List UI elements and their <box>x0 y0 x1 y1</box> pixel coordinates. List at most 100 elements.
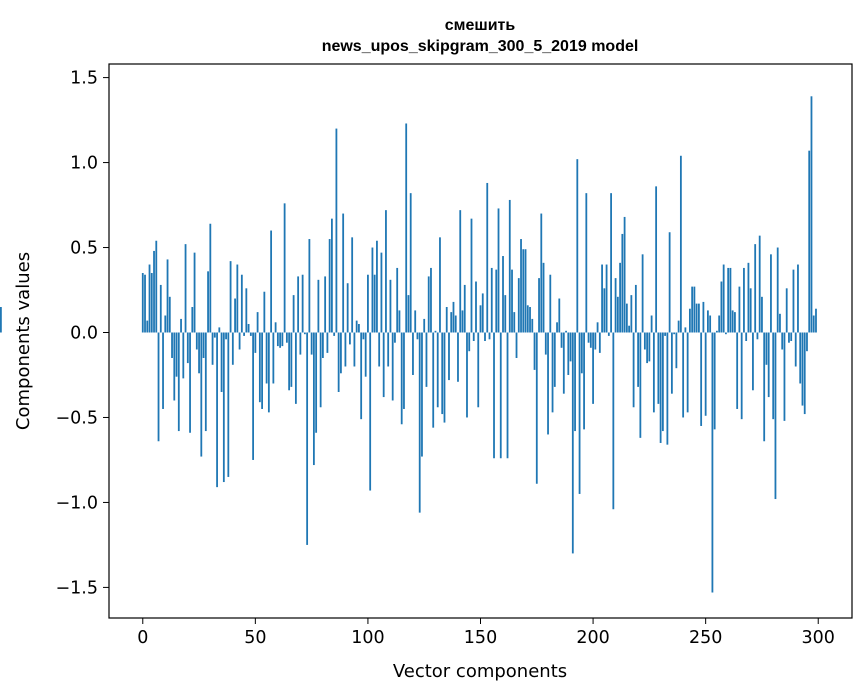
bar <box>646 332 649 364</box>
bar <box>261 332 263 409</box>
bar <box>765 332 768 365</box>
bar <box>567 332 570 375</box>
bar <box>490 267 493 333</box>
bar <box>236 264 239 333</box>
y-axis-ticks: −1.5 −1.0 −0.5 0.0 0.5 1.0 1.5 <box>56 69 109 598</box>
bar <box>441 332 444 415</box>
bar <box>540 213 543 333</box>
bar <box>290 332 293 387</box>
bar <box>749 288 752 333</box>
bar <box>281 332 284 347</box>
bar <box>337 332 340 392</box>
y-tick-label: 1.0 <box>70 154 98 174</box>
bar <box>700 332 703 426</box>
bar <box>783 332 786 421</box>
bar <box>484 332 486 341</box>
bar <box>423 318 426 333</box>
x-tick-label: 50 <box>244 628 266 648</box>
bar <box>785 288 788 333</box>
bar <box>222 332 225 483</box>
bar <box>317 279 320 333</box>
bar <box>360 332 363 420</box>
bar <box>254 332 257 353</box>
bar <box>207 271 209 333</box>
bar <box>511 269 513 333</box>
bar <box>479 305 482 333</box>
bar <box>526 305 529 333</box>
y-tick-label: −1.5 <box>56 578 99 598</box>
bar <box>380 252 383 333</box>
bar <box>731 310 734 333</box>
bar <box>421 332 423 457</box>
bar <box>486 182 489 333</box>
bar <box>349 332 351 345</box>
bar <box>270 230 273 333</box>
bar <box>461 310 464 333</box>
bar <box>177 332 180 432</box>
bar <box>331 218 333 333</box>
bar <box>648 332 651 362</box>
bar <box>385 210 387 333</box>
bar <box>643 332 646 350</box>
bar <box>164 315 167 333</box>
bar <box>430 267 432 333</box>
bar <box>578 332 581 494</box>
bar <box>583 332 585 430</box>
bar <box>587 332 590 343</box>
bar <box>200 332 203 457</box>
bar <box>400 332 403 425</box>
bar <box>524 249 527 333</box>
bar <box>713 332 716 430</box>
bar <box>191 307 194 333</box>
bar <box>630 295 633 333</box>
bar <box>774 332 777 500</box>
bar <box>209 223 212 333</box>
bar <box>351 237 354 333</box>
bar <box>497 208 500 333</box>
bar <box>709 315 712 333</box>
bar <box>547 332 549 435</box>
bar <box>704 332 707 416</box>
bar <box>641 254 644 333</box>
bar <box>146 320 149 333</box>
bar <box>790 332 793 341</box>
bar <box>297 276 300 333</box>
bar <box>529 307 531 333</box>
bar <box>265 332 268 384</box>
bar <box>418 332 421 513</box>
bar <box>358 324 360 333</box>
bar <box>616 296 619 333</box>
bar <box>141 273 144 333</box>
bar <box>605 264 608 333</box>
bar <box>799 332 802 384</box>
bar <box>495 269 498 333</box>
bar <box>303 332 306 335</box>
bar <box>576 159 579 333</box>
bar <box>193 252 196 333</box>
bar <box>580 332 583 374</box>
bar <box>770 254 772 333</box>
y-tick-label: 0.0 <box>70 324 98 344</box>
bar <box>758 235 761 333</box>
bar <box>477 332 480 408</box>
bar <box>466 332 468 418</box>
bar <box>544 332 547 355</box>
bar <box>285 332 288 343</box>
bar <box>815 308 817 333</box>
bar <box>632 332 635 408</box>
bar <box>625 303 628 333</box>
bar <box>673 332 676 335</box>
bar <box>720 281 723 333</box>
bar <box>344 332 347 367</box>
bar <box>592 332 594 404</box>
bar <box>324 276 327 333</box>
bar <box>752 332 754 391</box>
bar <box>459 210 462 333</box>
bar <box>292 295 295 333</box>
bar <box>409 193 412 333</box>
bar <box>306 332 309 545</box>
bar <box>702 301 705 333</box>
x-tick-label: 200 <box>576 628 609 648</box>
y-tick-label: −0.5 <box>56 408 99 428</box>
bar <box>211 332 214 365</box>
